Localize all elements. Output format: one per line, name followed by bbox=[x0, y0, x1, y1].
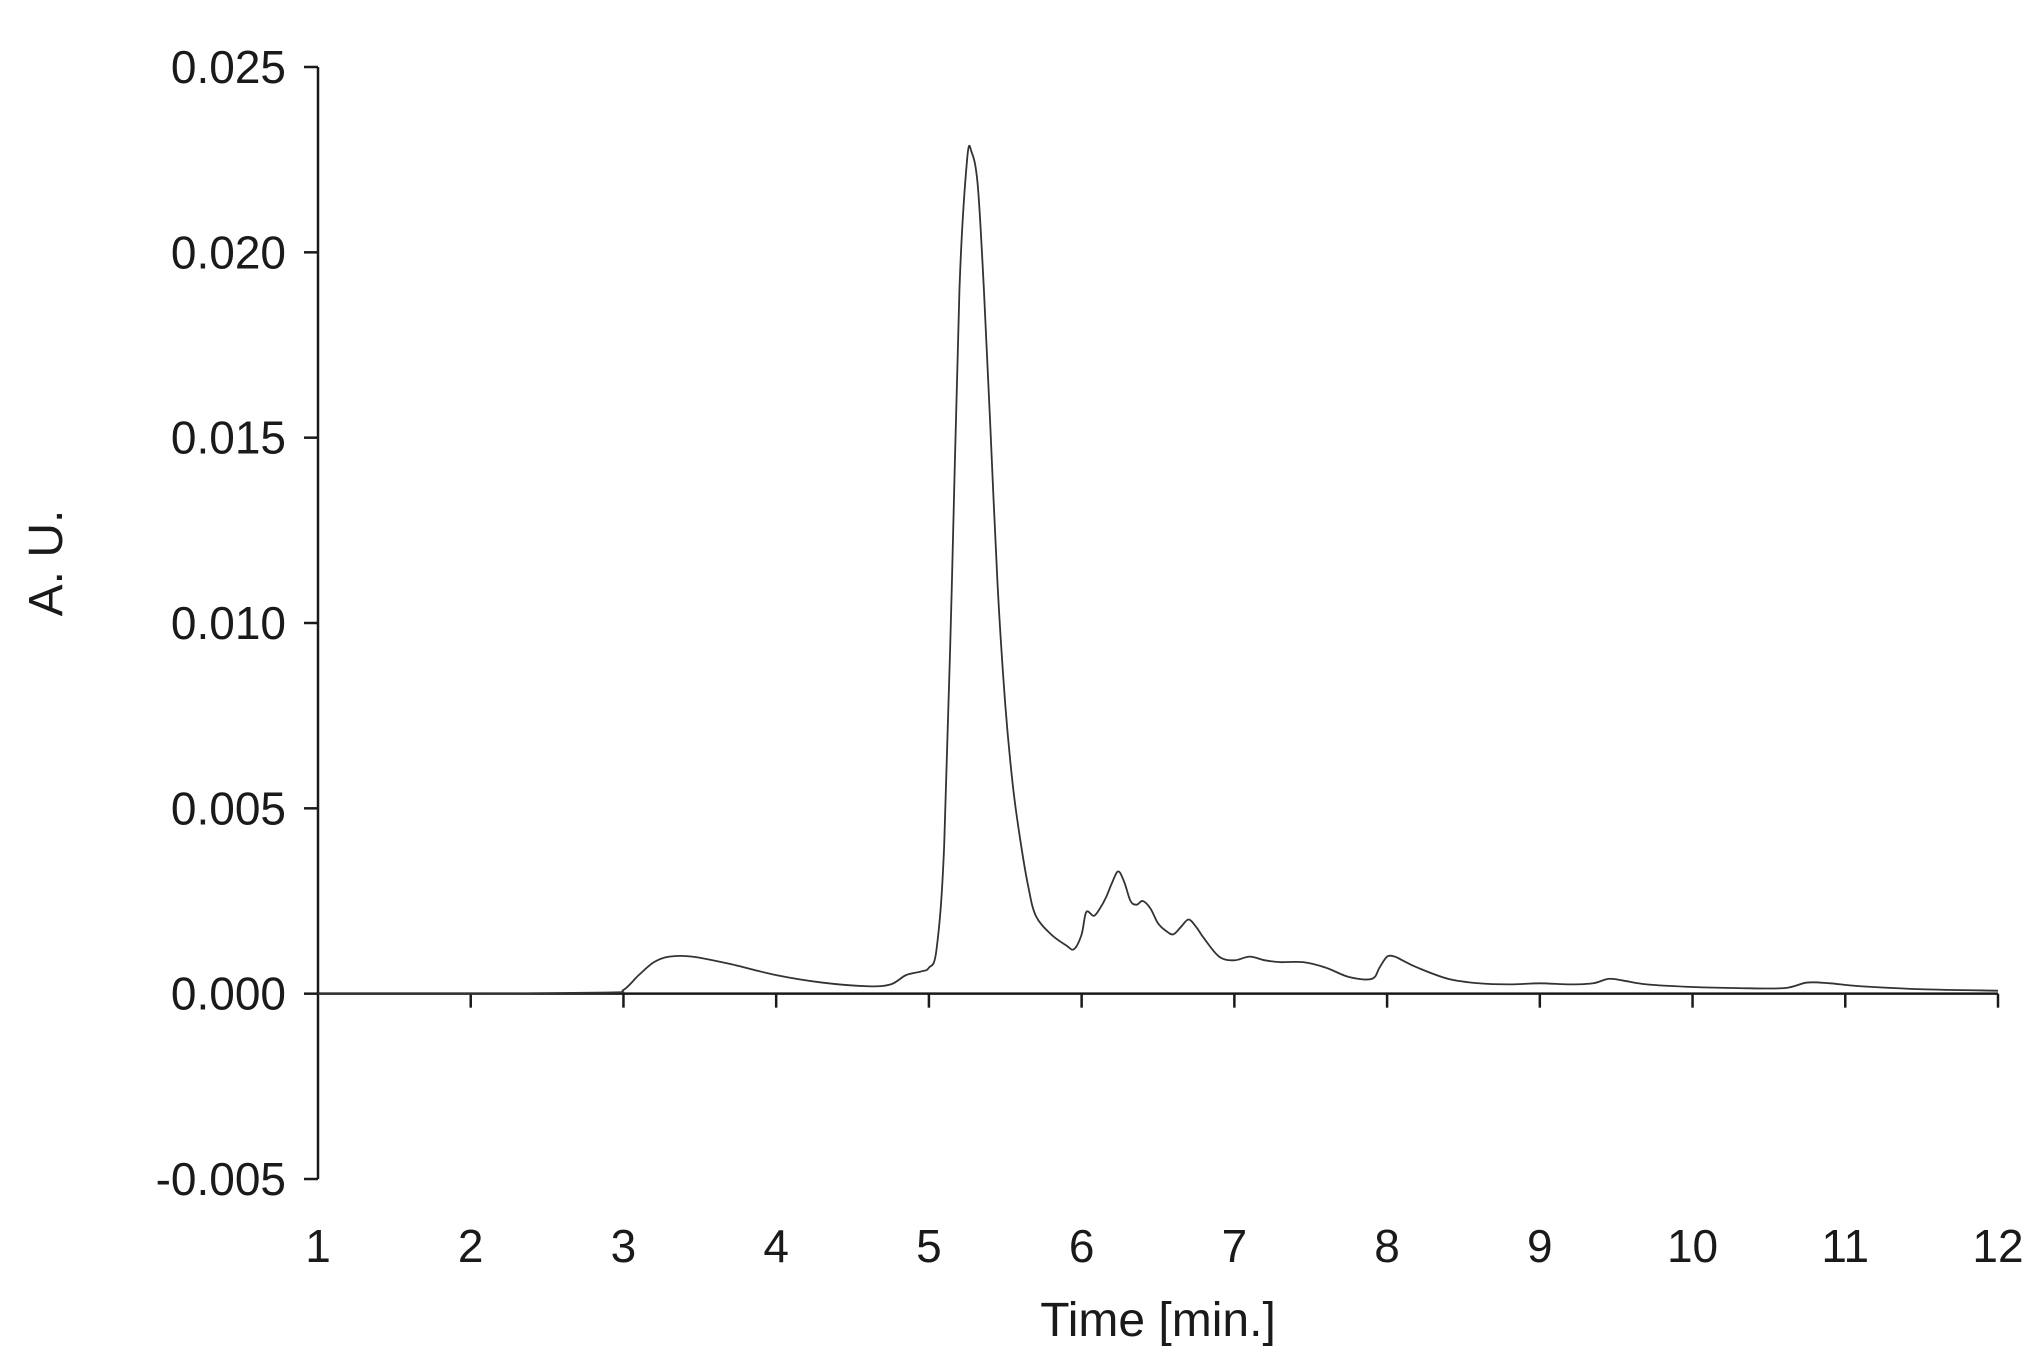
y-tick-label: 0.010 bbox=[171, 597, 286, 649]
x-tick-label: 7 bbox=[1222, 1220, 1248, 1272]
y-tick-label: 0.020 bbox=[171, 226, 286, 278]
x-tick-label: 3 bbox=[611, 1220, 637, 1272]
x-axis-title: Time [min.] bbox=[1040, 1294, 1276, 1347]
x-tick-label: 10 bbox=[1667, 1220, 1718, 1272]
y-tick-label: 0.015 bbox=[171, 412, 286, 464]
x-tick-label: 12 bbox=[1972, 1220, 2023, 1272]
x-tick-label: 6 bbox=[1069, 1220, 1095, 1272]
y-axis-ticks: 0.025 0.020 0.015 0.010 0.005 0.000 -0.005 bbox=[156, 41, 318, 1205]
x-tick-label: 11 bbox=[1821, 1220, 1869, 1272]
y-axis-title: A. U. bbox=[20, 510, 73, 617]
y-tick-label: -0.005 bbox=[156, 1153, 286, 1205]
x-tick-label: 8 bbox=[1374, 1220, 1400, 1272]
x-tick-label: 5 bbox=[916, 1220, 942, 1272]
y-tick-label: 0.025 bbox=[171, 41, 286, 93]
x-axis-ticks: 1 2 3 4 5 6 7 8 9 10 11 12 bbox=[305, 993, 2024, 1272]
x-tick-label: 1 bbox=[305, 1220, 331, 1272]
x-tick-label: 4 bbox=[763, 1220, 789, 1272]
x-tick-label: 9 bbox=[1527, 1220, 1553, 1272]
x-tick-label: 2 bbox=[458, 1220, 484, 1272]
absorbance-trace bbox=[317, 144, 1999, 995]
y-tick-label: 0.005 bbox=[171, 782, 286, 834]
y-tick-label: 0.000 bbox=[171, 968, 286, 1020]
